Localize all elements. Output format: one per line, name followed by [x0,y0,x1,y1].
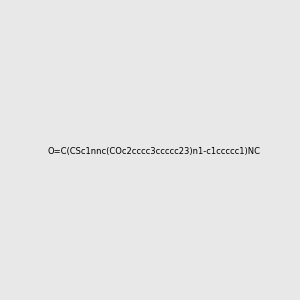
Text: O=C(CSc1nnc(COc2cccc3ccccc23)n1-c1ccccc1)NC: O=C(CSc1nnc(COc2cccc3ccccc23)n1-c1ccccc1… [47,147,260,156]
